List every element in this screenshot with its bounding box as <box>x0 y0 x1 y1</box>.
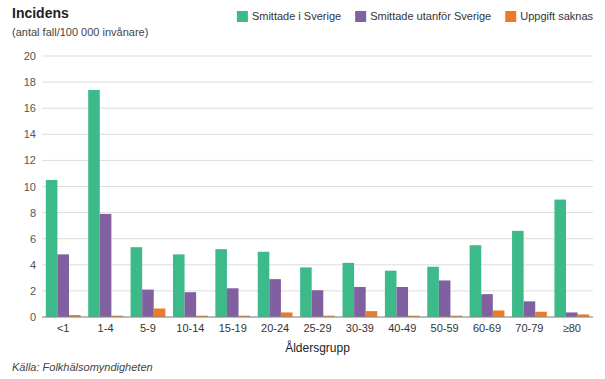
y-tick-label: 10 <box>24 181 36 193</box>
bar <box>269 279 281 317</box>
bar <box>300 267 312 317</box>
x-tick-label: 5-9 <box>140 322 156 334</box>
y-tick-label: 8 <box>30 207 36 219</box>
x-tick-label: 10-14 <box>176 322 204 334</box>
bar <box>312 290 324 317</box>
bar <box>385 271 397 317</box>
x-tick-label: <1 <box>57 322 70 334</box>
grid-line <box>42 186 593 187</box>
grid-line <box>42 82 593 83</box>
bar <box>57 254 69 317</box>
bar <box>535 312 547 317</box>
x-tick-label: 40-49 <box>388 322 416 334</box>
bar <box>227 288 239 317</box>
y-tick-label: 6 <box>30 233 36 245</box>
legend-swatch <box>237 11 248 22</box>
title: Incidens <box>12 5 69 21</box>
x-tick-label: ≥80 <box>563 322 581 334</box>
legend-swatch <box>355 11 366 22</box>
bar <box>142 290 154 317</box>
y-tick-label: 4 <box>30 259 36 271</box>
grid-line <box>42 56 593 57</box>
grid-line <box>42 212 593 213</box>
bar <box>173 254 185 317</box>
x-axis-label: Åldersgrupp <box>285 340 350 355</box>
bar <box>396 287 408 317</box>
chart: Incidens (antal fall/100 000 invånare) 0 2 4… <box>0 0 605 379</box>
bar <box>427 267 439 317</box>
y-tick-label: 12 <box>24 154 36 166</box>
bar <box>185 292 197 317</box>
subtitle: (antal fall/100 000 invånare) <box>12 26 148 38</box>
bar <box>366 311 378 317</box>
x-tick-label: 70-79 <box>515 322 543 334</box>
bar <box>258 252 270 317</box>
grid-line <box>42 134 593 135</box>
grid-line <box>42 108 593 109</box>
source: Källa: Folkhälsomyndigheten <box>12 361 153 373</box>
x-tick-label: 50-59 <box>431 322 459 334</box>
y-tick-label: 18 <box>24 76 36 88</box>
x-tick-label: 20-24 <box>261 322 289 334</box>
x-tick-label: 30-39 <box>346 322 374 334</box>
bar <box>215 249 227 317</box>
y-tick-label: 0 <box>30 311 36 323</box>
grid-line <box>42 317 593 318</box>
grid-line <box>42 264 593 265</box>
bar <box>470 245 482 317</box>
bar <box>566 312 578 317</box>
y-tick-label: 16 <box>24 102 36 114</box>
x-tick-label: 15-19 <box>219 322 247 334</box>
bar <box>100 214 112 317</box>
bar <box>343 263 355 317</box>
bar <box>554 200 566 317</box>
legend-label: Smittade utanför Sverige <box>370 10 491 22</box>
bars <box>46 90 589 317</box>
bar <box>281 312 293 317</box>
legend-swatch <box>505 11 516 22</box>
y-tick-label: 2 <box>30 285 36 297</box>
x-tick-label: 25-29 <box>303 322 331 334</box>
x-tick-label: 1-4 <box>98 322 114 334</box>
y-grid <box>42 56 593 317</box>
bar <box>524 301 536 317</box>
bar <box>154 309 166 317</box>
bar <box>439 280 451 317</box>
y-tick-label: 20 <box>24 50 36 62</box>
grid-line <box>42 160 593 161</box>
bar <box>354 287 366 317</box>
bar <box>88 90 100 317</box>
bar <box>131 247 143 317</box>
legend-label: Uppgift saknas <box>520 10 593 22</box>
y-tick-label: 14 <box>24 128 36 140</box>
bar <box>512 231 524 317</box>
legend: Smittade i Sverige Smittade utanför Sveri… <box>237 10 594 22</box>
x-axis-line <box>42 317 593 318</box>
legend-label: Smittade i Sverige <box>252 10 341 22</box>
grid-line <box>42 238 593 239</box>
x-tick-label: 60-69 <box>473 322 501 334</box>
bar <box>46 180 58 317</box>
bar <box>493 310 505 317</box>
bar <box>481 294 493 317</box>
